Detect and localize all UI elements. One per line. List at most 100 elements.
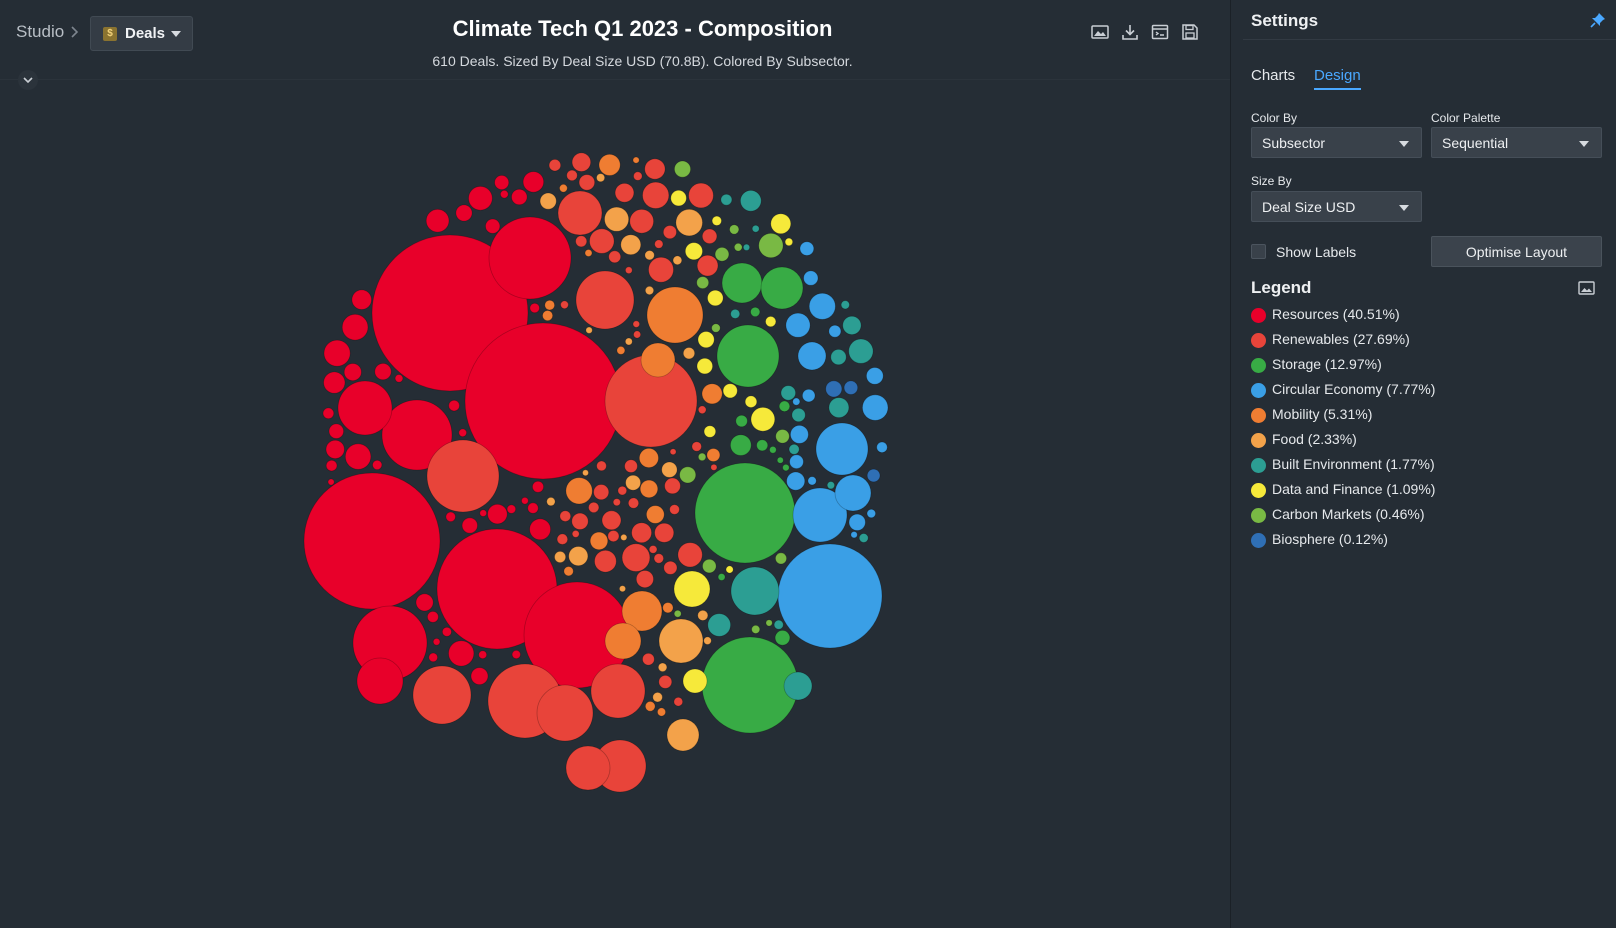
deal-bubble[interactable] (744, 395, 758, 408)
deal-bubble[interactable] (673, 696, 684, 707)
deal-bubble[interactable] (632, 156, 640, 164)
deal-bubble[interactable] (682, 668, 708, 694)
deal-bubble[interactable] (652, 692, 663, 703)
deal-bubble[interactable] (834, 474, 872, 512)
deal-bubble[interactable] (571, 529, 580, 538)
deal-bubble[interactable] (697, 452, 707, 462)
deal-bubble[interactable] (658, 618, 704, 664)
deal-bubble[interactable] (776, 456, 784, 464)
deal-bubble[interactable] (850, 531, 858, 539)
deal-bubble[interactable] (632, 320, 640, 328)
deal-bubble[interactable] (374, 362, 392, 381)
deal-bubble[interactable] (788, 443, 800, 455)
deal-bubble[interactable] (648, 256, 674, 283)
deal-bubble[interactable] (662, 602, 674, 614)
deal-bubble[interactable] (559, 183, 568, 193)
deal-bubble[interactable] (688, 182, 714, 209)
deal-bubble[interactable] (441, 626, 452, 637)
deal-bubble[interactable] (830, 348, 847, 366)
deal-bubble[interactable] (325, 439, 345, 459)
deal-bubble[interactable] (590, 663, 646, 719)
deal-bubble[interactable] (786, 471, 806, 491)
deal-bubble[interactable] (710, 463, 718, 471)
deal-bubble[interactable] (840, 300, 850, 310)
deal-bubble[interactable] (325, 459, 338, 472)
download-icon[interactable] (1120, 22, 1140, 42)
bubble-chart[interactable] (0, 80, 1230, 928)
panel-divider[interactable] (1230, 0, 1231, 928)
color-palette-select[interactable]: Sequential (1431, 127, 1602, 158)
tab-design[interactable]: Design (1314, 67, 1361, 84)
deal-bubble[interactable] (642, 181, 670, 209)
deal-bubble[interactable] (669, 504, 680, 515)
deal-bubble[interactable] (780, 385, 797, 401)
deal-bubble[interactable] (701, 636, 799, 734)
deal-bubble[interactable] (661, 461, 678, 478)
deal-bubble[interactable] (598, 153, 621, 176)
deal-bubble[interactable] (527, 502, 539, 514)
deal-bubble[interactable] (341, 313, 369, 341)
deal-bubble[interactable] (697, 609, 709, 621)
deal-bubble[interactable] (426, 439, 500, 513)
deal-bubble[interactable] (644, 700, 656, 712)
deal-bubble[interactable] (633, 171, 643, 181)
deal-bubble[interactable] (697, 331, 715, 349)
deal-bubble[interactable] (604, 206, 630, 232)
deal-bubble[interactable] (343, 363, 362, 382)
deal-bubble[interactable] (701, 383, 723, 405)
deal-bubble[interactable] (521, 496, 529, 505)
deal-bubble[interactable] (717, 573, 726, 581)
deal-bubble[interactable] (394, 374, 404, 383)
deal-bubble[interactable] (588, 501, 600, 513)
deal-bubble[interactable] (478, 650, 488, 660)
deal-bubble[interactable] (328, 423, 345, 439)
deal-bubble[interactable] (789, 454, 804, 470)
deal-bubble[interactable] (629, 209, 654, 234)
deal-bubble[interactable] (594, 549, 617, 573)
deal-bubble[interactable] (455, 204, 473, 222)
deal-bubble[interactable] (815, 422, 869, 476)
deal-bubble[interactable] (596, 173, 606, 183)
deal-bubble[interactable] (663, 560, 678, 575)
deal-bubble[interactable] (559, 510, 572, 522)
deal-bubble[interactable] (624, 459, 638, 473)
deal-bubble[interactable] (638, 447, 659, 468)
deal-bubble[interactable] (707, 289, 724, 307)
deal-bubble[interactable] (506, 504, 517, 514)
deal-bubble[interactable] (644, 285, 655, 296)
deal-bubble[interactable] (773, 619, 784, 630)
deal-bubble[interactable] (351, 289, 372, 310)
deal-bubble[interactable] (303, 472, 441, 610)
deal-bubble[interactable] (425, 208, 450, 233)
deal-bubble[interactable] (696, 357, 714, 375)
deal-bubble[interactable] (322, 407, 335, 420)
deal-bubble[interactable] (381, 399, 453, 471)
deal-bubble[interactable] (799, 241, 815, 256)
deal-bubble[interactable] (624, 337, 633, 346)
deal-bubble[interactable] (536, 684, 594, 742)
deal-bubble[interactable] (614, 183, 635, 203)
deal-bubble[interactable] (499, 189, 509, 199)
deal-bubble[interactable] (672, 255, 683, 266)
deal-bubble[interactable] (566, 169, 578, 182)
embed-icon[interactable] (1150, 22, 1170, 42)
deal-bubble[interactable] (639, 479, 659, 499)
deal-bubble[interactable] (539, 192, 557, 210)
deal-bubble[interactable] (702, 558, 717, 574)
deal-bubble[interactable] (511, 649, 521, 660)
deal-bubble[interactable] (720, 193, 733, 206)
deal-bubble[interactable] (658, 675, 673, 689)
deal-bubble[interactable] (557, 190, 603, 236)
deal-bubble[interactable] (714, 247, 730, 262)
deal-bubble[interactable] (426, 611, 439, 623)
deal-bubble[interactable] (742, 243, 751, 251)
deal-bubble[interactable] (631, 522, 652, 544)
deal-bubble[interactable] (578, 174, 596, 191)
deal-bubble[interactable] (843, 380, 859, 395)
deal-bubble[interactable] (711, 215, 722, 226)
deal-bubble[interactable] (633, 330, 642, 339)
deal-bubble[interactable] (644, 158, 666, 180)
pin-icon[interactable] (1590, 12, 1606, 28)
deal-bubble[interactable] (612, 498, 621, 507)
deal-bubble[interactable] (479, 509, 488, 517)
